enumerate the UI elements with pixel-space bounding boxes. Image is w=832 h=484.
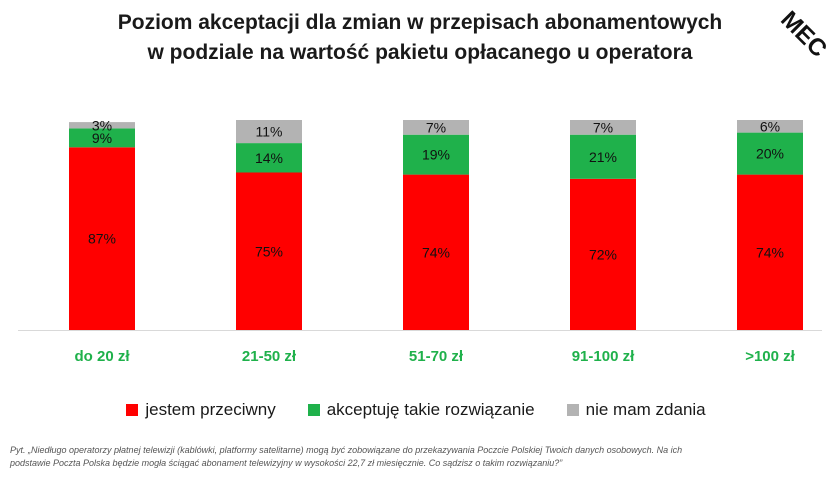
data-label-accept-3: 19%	[422, 147, 450, 163]
legend: jestem przeciwny akceptuję takie rozwiąz…	[0, 398, 832, 422]
bar-segment-accept-2	[236, 143, 302, 173]
chart-title: Poziom akceptacji dla zmian w przepisach…	[40, 8, 800, 68]
bar-segment-no-opinion-3	[403, 120, 469, 135]
bar-segment-accept-4	[570, 134, 636, 179]
stacked-bar-chart: 87% 9%3% do 20 zł 75% 14% 11% 21-50 zł 74% 19% 7%…	[18, 117, 822, 365]
bar-segment-accept-1	[69, 128, 135, 148]
x-tick-label-2: 21-50 zł	[242, 348, 297, 365]
bar-segment-no-opinion-5	[737, 120, 803, 133]
data-label-against-3: 74%	[422, 244, 450, 260]
mec-logo-icon: MEC	[780, 8, 828, 60]
bar-segment-against-4	[570, 178, 636, 330]
bar-segment-against-1	[69, 147, 135, 330]
legend-label-against: jestem przeciwny	[145, 400, 276, 419]
data-label-no-opinion-2: 11%	[256, 124, 283, 140]
legend-item-against: jestem przeciwny	[126, 400, 276, 420]
x-tick-label-3: 51-70 zł	[409, 348, 464, 365]
data-label-against-1: 87%	[88, 231, 116, 247]
bar-segment-against-2	[236, 172, 302, 330]
bar-segment-accept-5	[737, 132, 803, 175]
data-label-no-opinion-4: 7%	[593, 119, 613, 135]
data-label-no-opinion-1: 3%	[92, 117, 112, 133]
data-label-accept-1: 9%	[92, 130, 112, 146]
legend-item-accept: akceptuję takie rozwiązanie	[307, 400, 535, 420]
footnote-line-2: podstawie Poczta Polska będzie mogła ści…	[10, 458, 563, 468]
bar-segment-no-opinion-4	[570, 120, 636, 135]
survey-question-footnote: Pyt. „Niedługo operatorzy płatnej telewi…	[10, 444, 822, 470]
bar-segment-accept-3	[403, 134, 469, 175]
data-label-against-4: 72%	[589, 246, 617, 262]
x-tick-label-1: do 20 zł	[74, 348, 130, 365]
data-label-against-5: 74%	[756, 244, 784, 260]
data-label-no-opinion-3: 7%	[426, 119, 446, 135]
chart-title-line-1: Poziom akceptacji dla zmian w przepisach…	[117, 11, 723, 34]
legend-label-accept: akceptuję takie rozwiązanie	[326, 400, 535, 419]
data-label-no-opinion-5: 6%	[760, 118, 780, 134]
chart-title-line-2: w podziale na wartość pakietu opłacanego…	[147, 41, 693, 64]
data-label-accept-5: 20%	[756, 146, 784, 162]
legend-label-no-opinion: nie mam zdania	[585, 400, 706, 419]
bar-segment-against-5	[737, 174, 803, 330]
bar-segment-no-opinion-1	[69, 122, 135, 129]
data-label-accept-4: 21%	[589, 149, 617, 165]
legend-swatch-against	[126, 404, 139, 416]
data-label-accept-2: 14%	[255, 150, 283, 166]
bar-segment-against-3	[403, 174, 469, 330]
legend-swatch-accept	[307, 404, 320, 416]
x-tick-label-4: 91-100 zł	[572, 348, 635, 365]
footnote-line-1: Pyt. „Niedługo operatorzy płatnej telewi…	[10, 445, 683, 455]
legend-swatch-no-opinion	[566, 404, 579, 416]
bar-segment-no-opinion-2	[236, 120, 302, 144]
legend-item-no-opinion: nie mam zdania	[566, 400, 706, 420]
data-label-against-2: 75%	[255, 243, 283, 259]
x-tick-label-5: >100 zł	[745, 348, 795, 365]
